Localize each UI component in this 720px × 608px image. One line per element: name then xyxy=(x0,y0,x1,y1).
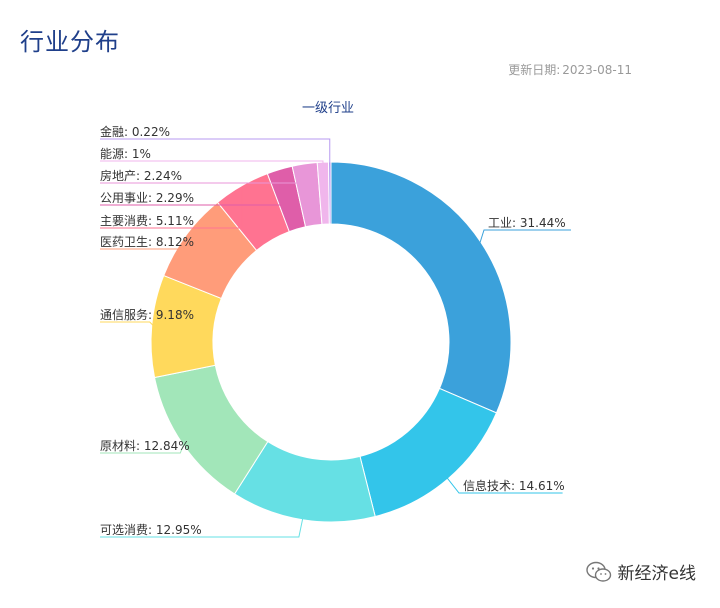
leader-line-2 xyxy=(446,477,563,494)
slice-labels: 工业: 31.44% 信息技术: 14.61% 可选消费: 12.95% 原材料: 1… xyxy=(100,124,571,538)
update-date-value: 2023-08-11 xyxy=(562,63,632,77)
leader-line-1 xyxy=(479,229,571,245)
update-date-label: 更新日期: xyxy=(508,63,561,77)
leader-line-5 xyxy=(100,321,155,327)
slice-label-11: 金融: 0.22% xyxy=(100,124,170,139)
donut-slices xyxy=(150,161,512,523)
leader-line-10 xyxy=(100,160,324,165)
slice-label-9: 房地产: 2.24% xyxy=(100,168,182,183)
slice-label-10: 能源: 1% xyxy=(100,147,151,161)
leader-line-11 xyxy=(100,138,331,165)
slice-2[interactable] xyxy=(359,387,498,518)
slice-1[interactable] xyxy=(330,161,512,414)
slice-label-6: 医药卫生: 8.12% xyxy=(100,235,194,249)
page-title: 行业分布 xyxy=(20,28,120,56)
slice-label-4: 原材料: 12.84% xyxy=(100,439,190,453)
leader-line-6 xyxy=(100,236,188,250)
slice-label-5: 通信服务: 9.18% xyxy=(100,307,194,322)
leader-line-4 xyxy=(100,442,185,454)
slice-11[interactable] xyxy=(328,161,332,225)
slice-label-1: 工业: 31.44% xyxy=(488,216,566,230)
leader-line-7 xyxy=(100,187,243,229)
slice-label-2: 信息技术: 14.61% xyxy=(463,478,565,493)
slice-label-7: 主要消费: 5.11% xyxy=(100,214,194,228)
leader-line-9 xyxy=(100,165,306,184)
watermark: 新经济e线 xyxy=(585,559,696,584)
leader-line-3 xyxy=(100,517,304,538)
watermark-text: 新经济e线 xyxy=(617,564,696,584)
update-date: 更新日期: 2023-08-11 xyxy=(508,61,634,78)
wechat-icon xyxy=(585,561,611,582)
slice-label-3: 可选消费: 12.95% xyxy=(100,523,202,537)
chart-title: 一级行业 xyxy=(302,101,354,116)
slice-label-8: 公用事业: 2.29% xyxy=(100,191,194,205)
